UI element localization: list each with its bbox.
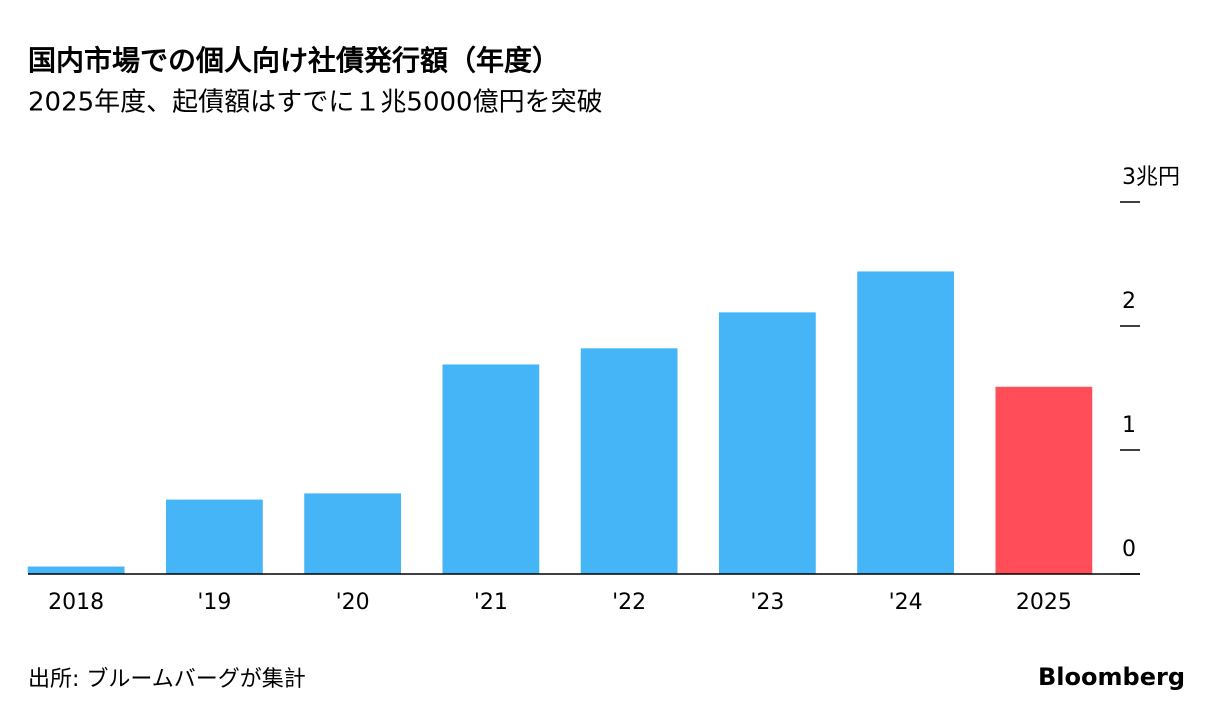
x-tick-label: '19 <box>197 590 231 615</box>
x-tick-label: 2018 <box>48 590 104 615</box>
bar <box>718 312 816 574</box>
x-tick-label: '23 <box>750 590 784 615</box>
bar <box>165 499 263 574</box>
chart-title: 国内市場での個人向け社債発行額（年度） <box>28 44 560 77</box>
y-tick-label: 2 <box>1122 289 1136 314</box>
x-tick-label: '20 <box>336 590 370 615</box>
bar <box>995 386 1093 574</box>
x-tick-label: '24 <box>889 590 923 615</box>
brand-logo: Bloomberg <box>1038 663 1185 691</box>
x-tick-label: '22 <box>612 590 646 615</box>
y-tick-label: 0 <box>1122 537 1136 562</box>
x-tick-label: 2025 <box>1016 590 1072 615</box>
source-note: 出所: ブルームバーグが集計 <box>28 667 306 692</box>
x-tick-label: '21 <box>474 590 508 615</box>
chart-subtitle: 2025年度、起債額はすでに１兆5000億円を突破 <box>28 88 603 118</box>
y-tick-label: 3兆円 <box>1122 165 1180 190</box>
bar <box>27 566 125 574</box>
bar <box>442 364 540 574</box>
bar <box>857 271 955 574</box>
y-tick-label: 1 <box>1122 413 1136 438</box>
bar <box>304 493 402 574</box>
bar <box>580 348 678 574</box>
